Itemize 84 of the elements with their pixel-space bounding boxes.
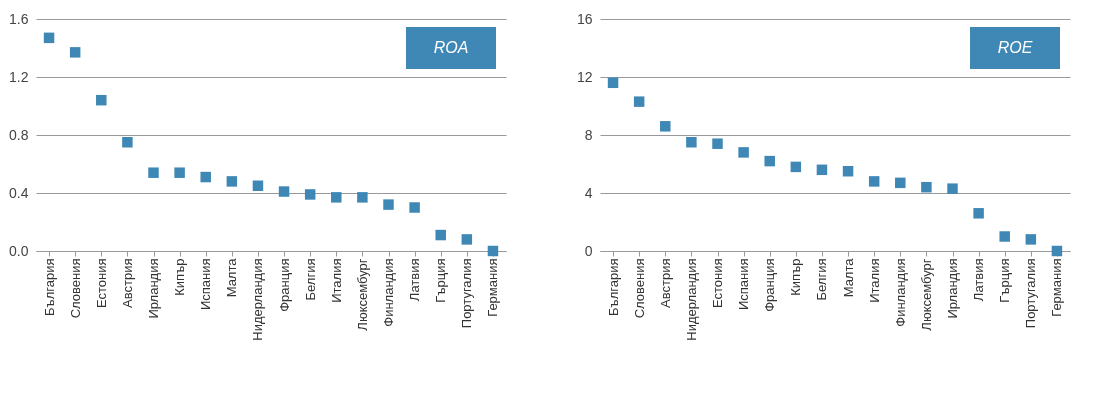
y-tick-label: 0 xyxy=(584,242,593,259)
point xyxy=(278,186,290,197)
x-tick-label: Латвия xyxy=(971,258,987,302)
point xyxy=(764,155,775,167)
x-tick-label: Португалия xyxy=(1023,258,1039,329)
text: ROE xyxy=(997,39,1033,56)
point xyxy=(200,171,211,183)
point xyxy=(435,229,446,241)
point xyxy=(607,77,619,89)
x-tick-label: Белгия xyxy=(814,258,830,301)
point xyxy=(842,166,854,177)
point xyxy=(331,192,342,203)
point xyxy=(487,245,499,257)
point xyxy=(633,96,645,107)
x-tick-label: Нидерландия xyxy=(250,258,266,341)
x-tick-label: Гърция xyxy=(997,258,1013,303)
x-tick-label: Белгия xyxy=(302,258,318,301)
x-tick-label: Естония xyxy=(93,258,109,309)
x-tick-label: Австрия xyxy=(657,258,673,308)
point xyxy=(816,164,828,176)
point xyxy=(226,176,238,187)
text: ROA xyxy=(433,39,469,56)
x-tick-label: Австрия xyxy=(119,258,135,308)
point xyxy=(122,137,133,148)
point xyxy=(1025,234,1037,245)
point xyxy=(252,180,264,191)
x-tick-label: Нидерландия xyxy=(683,258,699,341)
x-tick-label: Германия xyxy=(1049,258,1065,317)
point xyxy=(174,167,185,178)
point xyxy=(790,161,802,173)
x-tick-label: Словения xyxy=(631,258,647,319)
x-tick-label: Люксембург xyxy=(354,258,370,331)
x-tick-label: Франция xyxy=(762,258,778,312)
point xyxy=(383,199,394,210)
y-tick-label: 0.8 xyxy=(9,126,29,143)
point xyxy=(1051,245,1063,257)
x-tick-label: Ирландия xyxy=(146,258,161,319)
point xyxy=(686,137,697,148)
point xyxy=(895,177,906,189)
x-tick-label: Испания xyxy=(736,258,752,311)
x-tick-label: Ирландия xyxy=(945,258,960,319)
point xyxy=(999,231,1010,242)
x-tick-label: Гърция xyxy=(433,258,449,303)
y-tick-label: 0.4 xyxy=(9,184,29,201)
x-tick-label: България xyxy=(41,258,57,316)
y-tick-label: 0.0 xyxy=(9,242,29,259)
point xyxy=(921,181,932,193)
point xyxy=(357,192,368,203)
x-tick-label: Италия xyxy=(866,258,882,303)
x-tick-label: Финландия xyxy=(892,258,908,327)
point xyxy=(69,47,81,58)
point xyxy=(148,167,159,178)
point xyxy=(738,147,749,158)
point xyxy=(660,121,671,132)
point xyxy=(461,234,473,245)
point xyxy=(304,189,316,200)
x-tick-label: България xyxy=(605,258,621,316)
x-tick-label: Естония xyxy=(710,258,725,309)
point xyxy=(947,183,958,194)
x-tick-label: Малта xyxy=(840,257,856,298)
point xyxy=(712,138,723,149)
point xyxy=(868,176,880,187)
x-tick-label: Малта xyxy=(224,257,240,298)
x-tick-label: Люксембург xyxy=(918,258,934,331)
x-tick-label: Испания xyxy=(198,258,214,311)
point xyxy=(96,94,107,106)
x-tick-label: Франция xyxy=(276,258,292,312)
y-tick-label: 8 xyxy=(584,126,593,143)
x-tick-label: Кипър xyxy=(788,258,804,296)
point xyxy=(43,32,55,44)
y-tick-label: 1.6 xyxy=(9,10,29,27)
x-tick-label: Кипър xyxy=(172,258,188,296)
y-tick-label: 12 xyxy=(576,68,593,85)
x-tick-label: Латвия xyxy=(407,258,423,302)
y-tick-label: 1.2 xyxy=(9,68,29,85)
x-tick-label: Финландия xyxy=(381,258,396,327)
x-tick-label: Португалия xyxy=(459,258,475,329)
point xyxy=(409,202,420,213)
x-tick-label: Германия xyxy=(485,258,501,317)
x-tick-label: Словения xyxy=(67,258,83,319)
y-tick-label: 4 xyxy=(584,184,593,201)
point xyxy=(973,208,984,219)
x-tick-label: Италия xyxy=(328,258,344,303)
y-tick-label: 16 xyxy=(576,10,593,27)
